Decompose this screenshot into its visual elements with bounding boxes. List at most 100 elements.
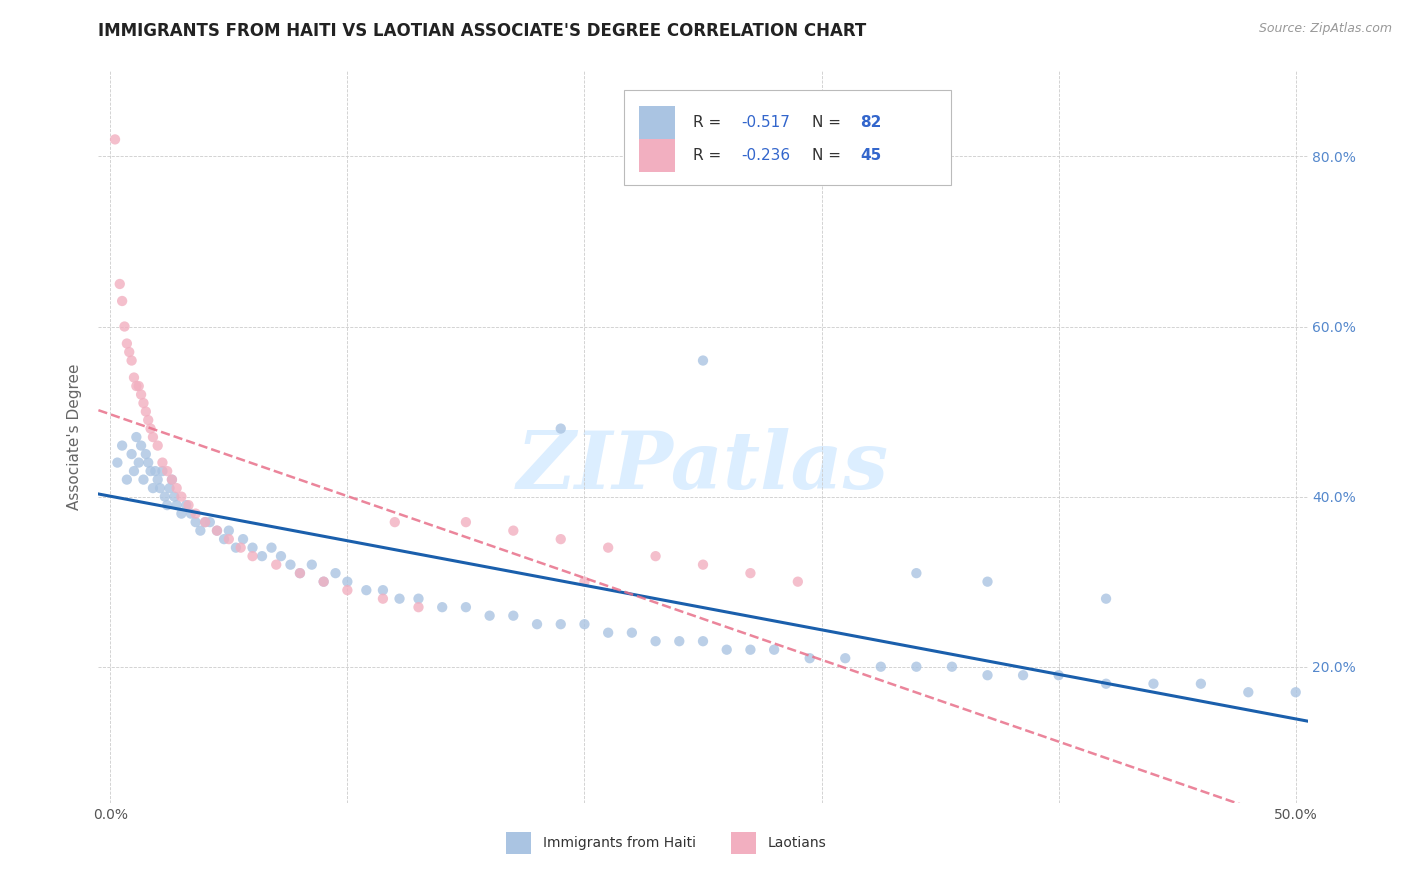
Point	[212, 532, 235, 546]
Point	[502, 608, 524, 623]
Point	[905, 659, 928, 673]
Point	[432, 600, 454, 615]
Point	[799, 651, 821, 665]
Point	[114, 319, 136, 334]
Point	[125, 379, 148, 393]
Point	[152, 464, 174, 478]
Point	[132, 396, 155, 410]
Text: ZIPatlas: ZIPatlas	[517, 427, 889, 505]
Point	[174, 498, 197, 512]
Point	[312, 574, 335, 589]
Point	[260, 541, 283, 555]
Point	[502, 524, 524, 538]
Point	[740, 566, 762, 581]
Point	[121, 447, 143, 461]
Point	[121, 353, 143, 368]
Point	[976, 574, 998, 589]
Point	[692, 558, 714, 572]
Point	[166, 481, 188, 495]
Point	[692, 353, 714, 368]
Text: Laotians: Laotians	[768, 836, 827, 850]
Point	[198, 515, 221, 529]
Point	[139, 464, 162, 478]
Text: -0.236: -0.236	[742, 148, 790, 163]
Point	[454, 515, 477, 529]
Bar	[638, 139, 675, 172]
Point	[371, 591, 394, 606]
Point	[149, 481, 172, 495]
Text: N =: N =	[811, 148, 845, 163]
Point	[574, 617, 596, 632]
Point	[408, 591, 430, 606]
Point	[905, 566, 928, 581]
Point	[644, 549, 666, 563]
Point	[598, 541, 620, 555]
Point	[142, 430, 165, 444]
Bar	[638, 106, 675, 139]
Point	[160, 473, 183, 487]
Point	[336, 583, 359, 598]
Point	[184, 515, 207, 529]
Point	[574, 574, 596, 589]
Text: Immigrants from Haiti: Immigrants from Haiti	[543, 836, 696, 850]
Point	[325, 566, 347, 581]
Point	[388, 591, 411, 606]
Point	[115, 473, 138, 487]
Text: N =: N =	[811, 115, 845, 130]
Point	[170, 490, 193, 504]
Point	[139, 421, 162, 435]
Text: IMMIGRANTS FROM HAITI VS LAOTIAN ASSOCIATE'S DEGREE CORRELATION CHART: IMMIGRANTS FROM HAITI VS LAOTIAN ASSOCIA…	[98, 22, 866, 40]
Point	[786, 574, 808, 589]
Point	[264, 558, 287, 572]
Point	[454, 600, 477, 615]
Point	[194, 515, 217, 529]
Point	[644, 634, 666, 648]
Point	[1237, 685, 1260, 699]
Point	[142, 481, 165, 495]
Point	[104, 132, 127, 146]
Text: 82: 82	[860, 115, 882, 130]
Point	[408, 600, 430, 615]
Point	[834, 651, 856, 665]
Point	[941, 659, 963, 673]
Point	[270, 549, 292, 563]
Point	[288, 566, 311, 581]
Point	[111, 293, 134, 308]
Point	[763, 642, 786, 657]
Point	[550, 617, 572, 632]
Point	[122, 370, 145, 384]
Point	[250, 549, 273, 563]
Point	[242, 549, 264, 563]
Text: Source: ZipAtlas.com: Source: ZipAtlas.com	[1258, 22, 1392, 36]
Point	[180, 507, 202, 521]
Point	[135, 447, 157, 461]
Point	[740, 642, 762, 657]
Y-axis label: Associate's Degree: Associate's Degree	[67, 364, 83, 510]
Point	[205, 524, 228, 538]
Point	[115, 336, 138, 351]
Point	[166, 498, 188, 512]
Text: -0.517: -0.517	[742, 115, 790, 130]
Point	[356, 583, 378, 598]
Point	[692, 634, 714, 648]
Point	[1047, 668, 1070, 682]
Point	[125, 430, 148, 444]
Point	[1189, 677, 1212, 691]
Point	[229, 541, 252, 555]
Point	[190, 524, 212, 538]
Point	[598, 625, 620, 640]
Point	[170, 507, 193, 521]
Point	[136, 456, 159, 470]
Point	[1285, 685, 1308, 699]
Point	[143, 464, 166, 478]
FancyBboxPatch shape	[624, 90, 950, 185]
Point	[146, 439, 169, 453]
Point	[177, 498, 200, 512]
Point	[384, 515, 406, 529]
Point	[1095, 591, 1118, 606]
Point	[129, 439, 152, 453]
Point	[218, 532, 240, 546]
Point	[184, 507, 207, 521]
Point	[371, 583, 394, 598]
Point	[1095, 677, 1118, 691]
